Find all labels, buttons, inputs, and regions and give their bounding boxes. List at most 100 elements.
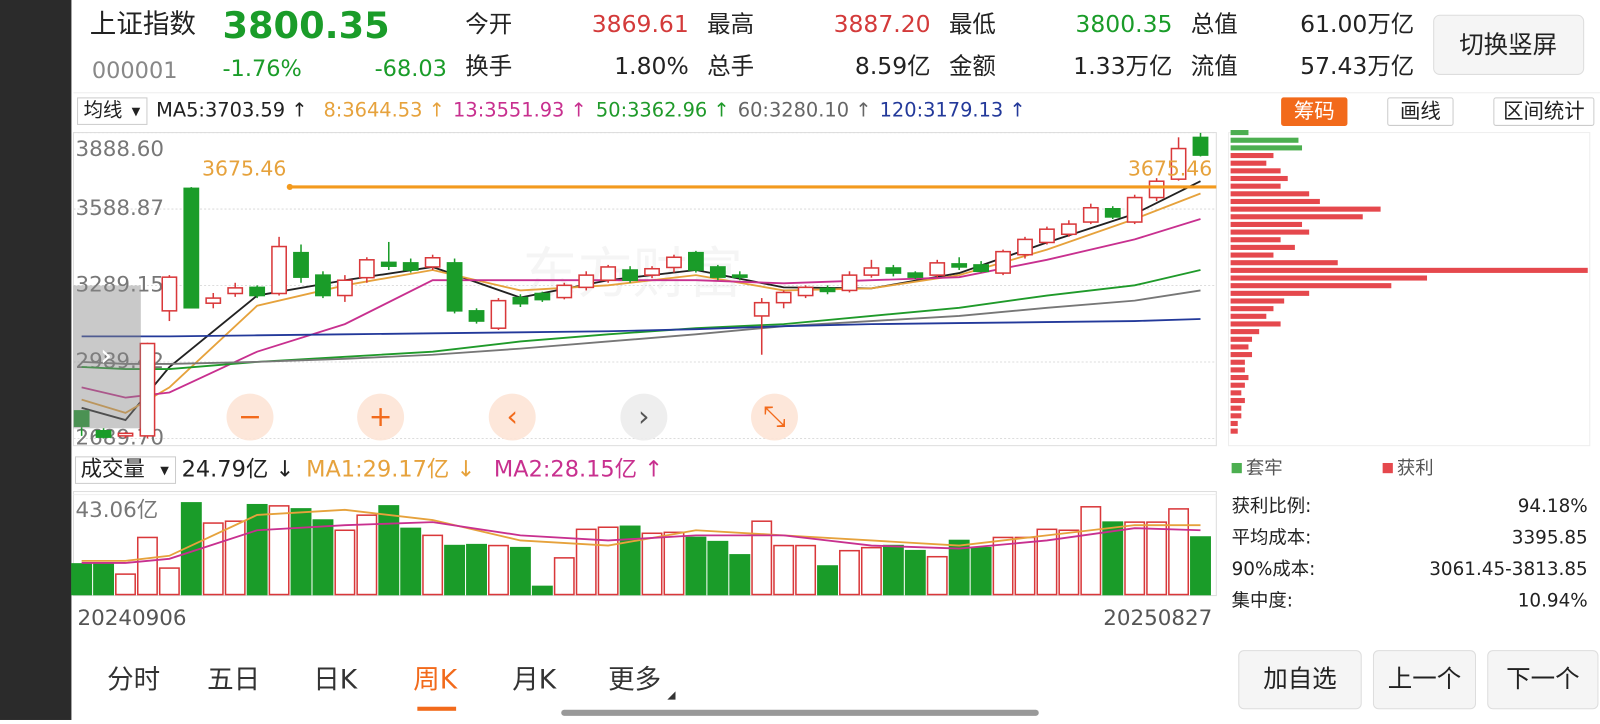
chip-bar [1230,405,1242,411]
tool-tab-label[interactable]: 筹码 [1294,99,1335,123]
nav-button-label[interactable]: 下一个 [1506,664,1579,693]
nav-button[interactable] [1487,650,1599,710]
period-tab[interactable]: 分时 [107,665,160,696]
toggle-label[interactable]: 切换竖屏 [1459,30,1557,59]
candle-body [841,274,858,292]
ma-line [81,289,1201,365]
chip-stat-value: 10.94% [1518,591,1588,612]
chip-bar [1230,352,1253,358]
stat-value: 3869.61 [592,10,689,38]
chip-bar [1230,267,1588,273]
volume-bar [202,522,224,596]
zoom-control[interactable] [488,393,536,441]
volume-bar [1080,506,1102,596]
chip-stat-label: 90%成本: [1232,559,1316,580]
ma-line [81,269,1201,370]
tab-underline [417,706,457,711]
volume-bar [400,527,422,596]
period-tab[interactable]: 日K [313,665,358,696]
nav-button[interactable] [1238,650,1362,710]
stat-label: 总手 [707,52,754,80]
volume-frame [72,491,1217,597]
legend-swatch [1382,462,1393,474]
zoom-control[interactable] [226,393,274,441]
zoom-control[interactable] [620,393,668,441]
zoom-control-icon[interactable]: − [238,399,262,433]
price: 3800.35 [222,4,389,47]
index-name: 上证指数 [90,9,196,40]
start-date: 20240906 [78,606,187,631]
tool-tab-label[interactable]: 画线 [1400,99,1441,123]
chip-stat-value: 94.18% [1518,496,1588,517]
candle-body [424,257,441,268]
chip-bar [1230,152,1274,159]
tool-tab[interactable] [1493,97,1595,126]
candle-body [709,266,726,278]
candle-body [249,286,266,297]
volume-selector[interactable] [74,456,177,484]
chip-bar [1230,260,1338,266]
candle-body [1170,147,1187,180]
candle-body [227,287,244,295]
volume-bar [312,519,334,596]
chip-bar [1230,313,1267,319]
candle-body [205,297,222,304]
chip-bar [1230,428,1238,434]
period-tab[interactable]: 更多 [608,665,661,696]
period-tab[interactable]: 五日 [207,665,260,696]
chip-bar [1230,359,1245,365]
zoom-control-icon[interactable]: + [369,399,393,433]
more-arrow [667,691,676,700]
toggle-button[interactable] [1433,14,1585,75]
chip-bar [1230,252,1274,258]
volume-selector-label[interactable]: 成交量 [81,457,145,482]
tool-tab[interactable] [1281,97,1348,126]
chip-bar [1230,214,1363,220]
zoom-control[interactable] [751,393,798,441]
chip-bar [1230,160,1267,166]
chip-bar [1230,237,1281,243]
tool-tab-label[interactable]: 区间统计 [1503,99,1585,123]
volume-bar [290,508,312,596]
ma-selector-label[interactable]: 均线 [84,99,123,122]
zoom-control-icon[interactable]: ‹ [507,399,518,433]
chip-stat-label: 获利比例: [1232,496,1312,517]
candle-body [512,296,529,305]
candle-body [556,284,573,299]
zoom-control[interactable] [357,393,405,441]
volume-bar [531,585,553,596]
candle-body [293,251,309,278]
candle-body [95,430,112,438]
ma-selector[interactable] [77,97,148,125]
change: -68.03 [375,56,447,82]
candle-body [578,274,595,289]
zoom-control-icon[interactable]: ⤡ [763,399,786,433]
legend-label: 套牢 [1246,458,1283,479]
zoom-control-icon[interactable]: › [638,399,649,433]
candle-body [1060,223,1077,236]
chip-frame [1228,132,1591,447]
nav-button-label[interactable]: 加自选 [1263,664,1336,693]
dropdown-icon: ▼ [132,105,141,118]
chip-bar [1230,382,1245,388]
scroll-overlay[interactable] [73,285,141,429]
scroll-icon[interactable]: › [100,338,112,373]
nav-button-label[interactable]: 上一个 [1388,664,1461,693]
period-tab[interactable]: 周K [413,665,458,696]
chip-stat-value: 3395.85 [1512,527,1588,548]
volume-bar [663,531,685,596]
period-tab[interactable]: 月K [512,665,557,696]
stat-value: 61.00万亿 [1300,10,1414,38]
chip-stat-label: 平均成本: [1232,527,1312,548]
volume-bar [1058,529,1080,596]
chip-bar [1230,191,1310,197]
volume-bar [817,565,839,596]
chip-bar [1230,137,1299,143]
tool-tab[interactable] [1387,97,1454,126]
nav-button[interactable] [1372,650,1477,710]
volume-bar [93,563,115,596]
candle-body [1126,196,1143,223]
stat-value: 57.43万亿 [1300,52,1414,80]
volume-bar [444,544,466,596]
